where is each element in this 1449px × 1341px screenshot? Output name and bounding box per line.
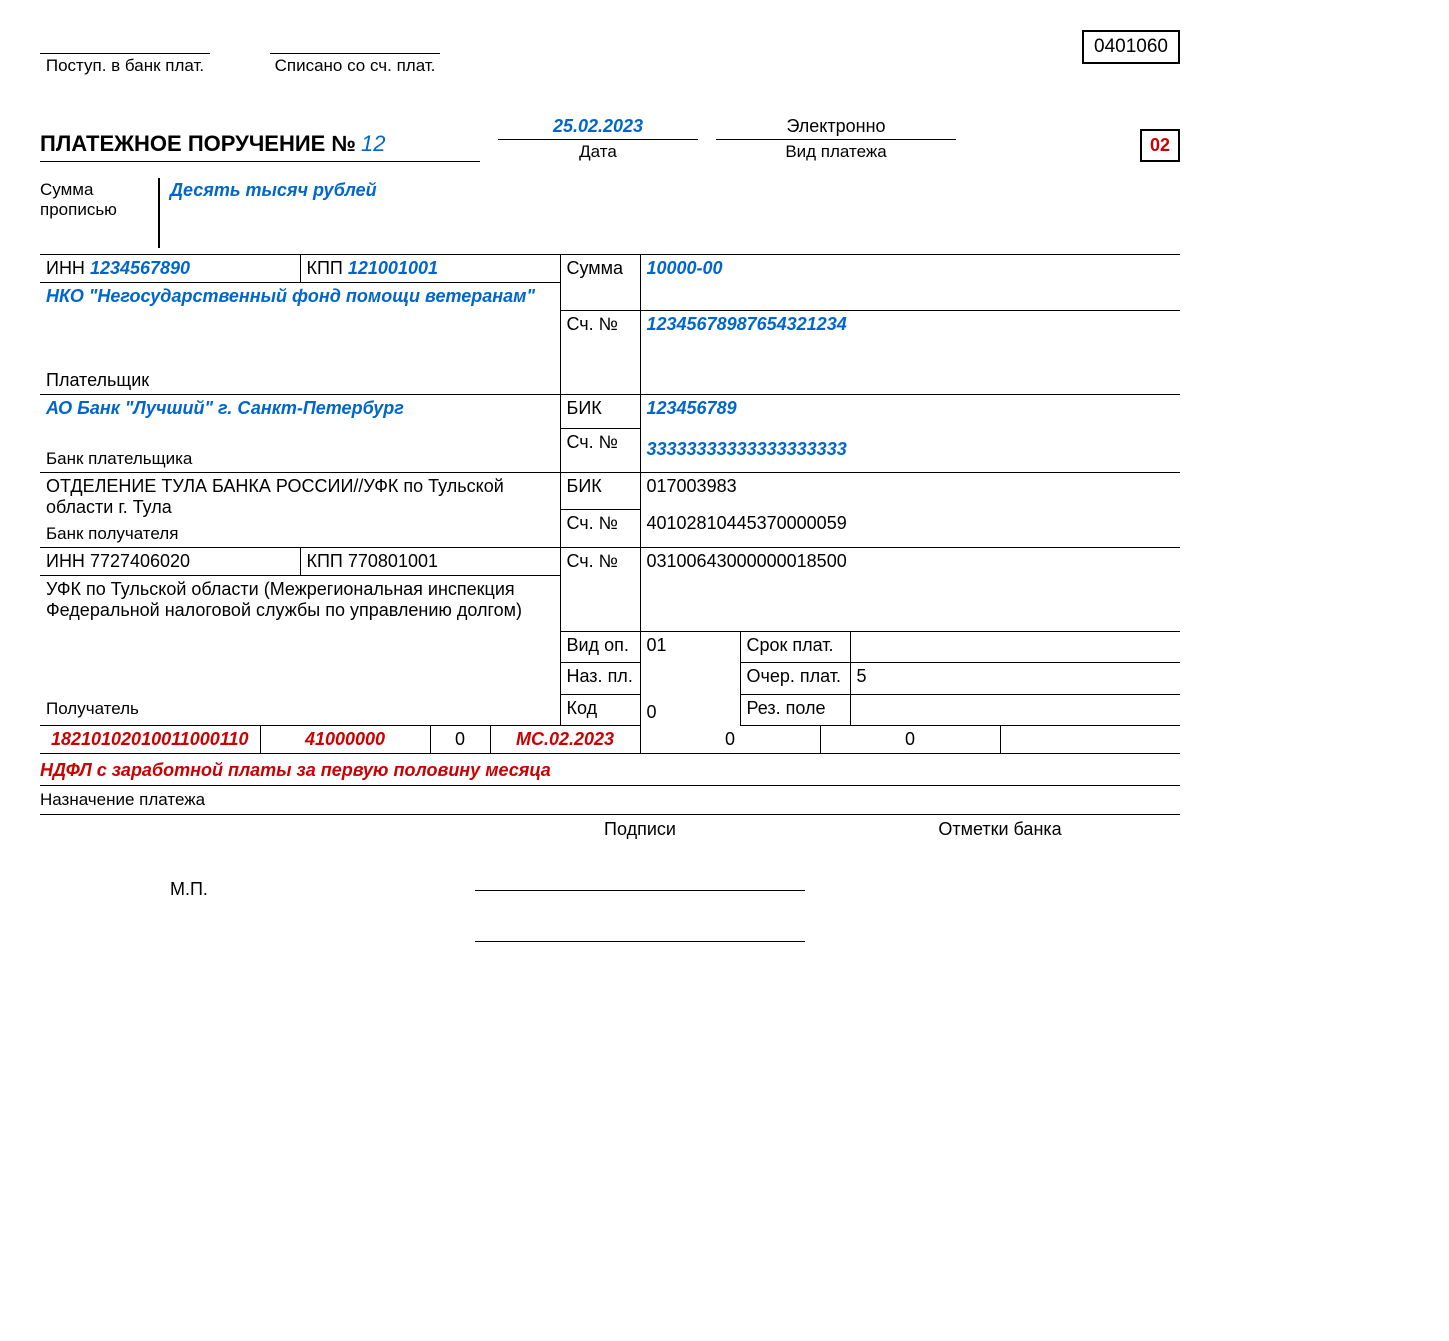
recipient-bank-bik: 017003983 bbox=[640, 472, 1180, 510]
payer-bank-bik-label: БИК bbox=[560, 394, 640, 429]
debited-label: Списано со сч. плат. bbox=[270, 54, 440, 76]
payer-bank-bik: 123456789 bbox=[640, 394, 1180, 429]
main-table: ИНН 1234567890 КПП 121001001 Сумма 10000… bbox=[40, 254, 1180, 726]
title-block: ПЛАТЕЖНОЕ ПОРУЧЕНИЕ № 12 bbox=[40, 131, 480, 162]
pay-type-label: Вид платежа bbox=[716, 140, 956, 162]
recipient-inn: 7727406020 bbox=[90, 551, 190, 571]
payer-acct: 12345678987654321234 bbox=[640, 311, 1180, 339]
code-c1: 0 bbox=[430, 726, 490, 754]
mp-label: М.П. bbox=[170, 879, 460, 900]
tax-period: МС.02.2023 bbox=[490, 726, 640, 754]
code-c3: 0 bbox=[820, 726, 1000, 754]
recipient-bank-acct-label: Сч. № bbox=[560, 510, 640, 548]
payer-acct-label: Сч. № bbox=[560, 311, 640, 339]
purpose-text: НДФЛ с заработной платы за первую полови… bbox=[40, 758, 1180, 786]
payer-name: НКО "Негосударственный фонд помощи ветер… bbox=[46, 286, 554, 307]
vid-op-value: 010 bbox=[640, 631, 740, 726]
code-c2: 0 bbox=[640, 726, 820, 754]
recipient-inn-cell: ИНН 7727406020 bbox=[40, 547, 300, 575]
bank-marks-label: Отметки банка bbox=[820, 819, 1180, 840]
sign-line-2 bbox=[475, 941, 805, 942]
rez-label: Рез. поле bbox=[740, 694, 850, 726]
date-label: Дата bbox=[498, 140, 698, 162]
vid-op-label: Вид оп. bbox=[560, 631, 640, 663]
rez-value bbox=[850, 694, 1180, 726]
pay-type-value: Электронно bbox=[716, 116, 956, 140]
sign-label: Подписи bbox=[460, 819, 820, 840]
form-code: 0401060 bbox=[1082, 30, 1180, 64]
amount-value: 10000-00 bbox=[640, 255, 1180, 283]
payer-bank-label: Банк плательщика bbox=[46, 449, 554, 469]
payer-inn: 1234567890 bbox=[90, 258, 190, 278]
oktmo: 41000000 bbox=[260, 726, 430, 754]
signatures-row: М.П. Подписи Отметки банка bbox=[40, 819, 1180, 942]
recipient-kpp-cell: КПП 770801001 bbox=[300, 547, 560, 575]
debited-field: Списано со сч. плат. bbox=[270, 30, 440, 76]
amount-words-label: Сумма прописью bbox=[40, 178, 158, 248]
payer-bank-name: АО Банк "Лучший" г. Санкт-Петербург bbox=[46, 398, 554, 419]
amount-words-value: Десять тысяч рублей bbox=[158, 178, 1180, 248]
codes-row: 18210102010011000110 41000000 0 МС.02.20… bbox=[40, 726, 1180, 754]
amount-words-row: Сумма прописью Десять тысяч рублей bbox=[40, 178, 1180, 248]
pay-type-block: Электронно Вид платежа bbox=[716, 116, 956, 162]
header-row: ПЛАТЕЖНОЕ ПОРУЧЕНИЕ № 12 25.02.2023 Дата… bbox=[40, 116, 1180, 162]
kod-label: Код bbox=[560, 694, 640, 726]
payment-order-document: Поступ. в банк плат. Списано со сч. плат… bbox=[40, 30, 1180, 942]
payer-bank-acct-label: Сч. № bbox=[560, 429, 640, 472]
payer-inn-cell: ИНН 1234567890 bbox=[40, 255, 300, 283]
payer-name-cell: НКО "Негосударственный фонд помощи ветер… bbox=[40, 283, 560, 339]
recipient-kpp-label: КПП bbox=[307, 551, 343, 571]
amount-label: Сумма bbox=[560, 255, 640, 283]
recipient-bank-bik-label: БИК bbox=[560, 472, 640, 510]
received-label: Поступ. в банк плат. bbox=[40, 54, 210, 76]
recipient-bank-label: Банк получателя bbox=[46, 524, 554, 544]
code-c4 bbox=[1000, 726, 1180, 754]
received-field: Поступ. в банк плат. bbox=[40, 30, 210, 76]
recipient-label: Получатель bbox=[46, 699, 554, 719]
naz-pl-label: Наз. пл. bbox=[560, 663, 640, 695]
payer-inn-label: ИНН bbox=[46, 258, 85, 278]
ocher-label: Очер. плат. bbox=[740, 663, 850, 695]
kbk: 18210102010011000110 bbox=[40, 726, 260, 754]
recipient-bank-acct: 40102810445370000059 bbox=[640, 510, 1180, 548]
sign-line-1 bbox=[475, 890, 805, 891]
payer-bank-acct: 33333333333333333333 bbox=[640, 429, 1180, 472]
payer-kpp-cell: КПП 121001001 bbox=[300, 255, 560, 283]
kod-value: 0 bbox=[647, 702, 734, 723]
code-02: 02 bbox=[1140, 129, 1180, 162]
payer-label: Плательщик bbox=[40, 338, 560, 394]
recipient-acct-label: Сч. № bbox=[560, 547, 640, 575]
title-prefix: ПЛАТЕЖНОЕ ПОРУЧЕНИЕ № bbox=[40, 131, 356, 156]
purpose-label: Назначение платежа bbox=[40, 786, 1180, 815]
recipient-acct: 03100643000000018500 bbox=[640, 547, 1180, 575]
date-block: 25.02.2023 Дата bbox=[498, 116, 698, 162]
order-number: 12 bbox=[361, 131, 385, 156]
payer-bank-cell: АО Банк "Лучший" г. Санкт-Петербург Банк… bbox=[40, 394, 560, 472]
payer-kpp-label: КПП bbox=[307, 258, 343, 278]
payer-kpp: 121001001 bbox=[348, 258, 438, 278]
recipient-name: УФК по Тульской области (Межрегиональная… bbox=[46, 579, 554, 621]
recipient-inn-label: ИНН bbox=[46, 551, 85, 571]
recipient-bank-cell: ОТДЕЛЕНИЕ ТУЛА БАНКА РОССИИ//УФК по Туль… bbox=[40, 472, 560, 547]
recipient-name-cell: УФК по Тульской области (Межрегиональная… bbox=[40, 575, 560, 726]
srok-label: Срок плат. bbox=[740, 631, 850, 663]
top-row: Поступ. в банк плат. Списано со сч. плат… bbox=[40, 30, 1180, 76]
srok-value bbox=[850, 631, 1180, 663]
ocher-value: 5 bbox=[850, 663, 1180, 695]
recipient-kpp: 770801001 bbox=[348, 551, 438, 571]
date-value: 25.02.2023 bbox=[498, 116, 698, 140]
recipient-bank-name: ОТДЕЛЕНИЕ ТУЛА БАНКА РОССИИ//УФК по Туль… bbox=[46, 476, 554, 518]
